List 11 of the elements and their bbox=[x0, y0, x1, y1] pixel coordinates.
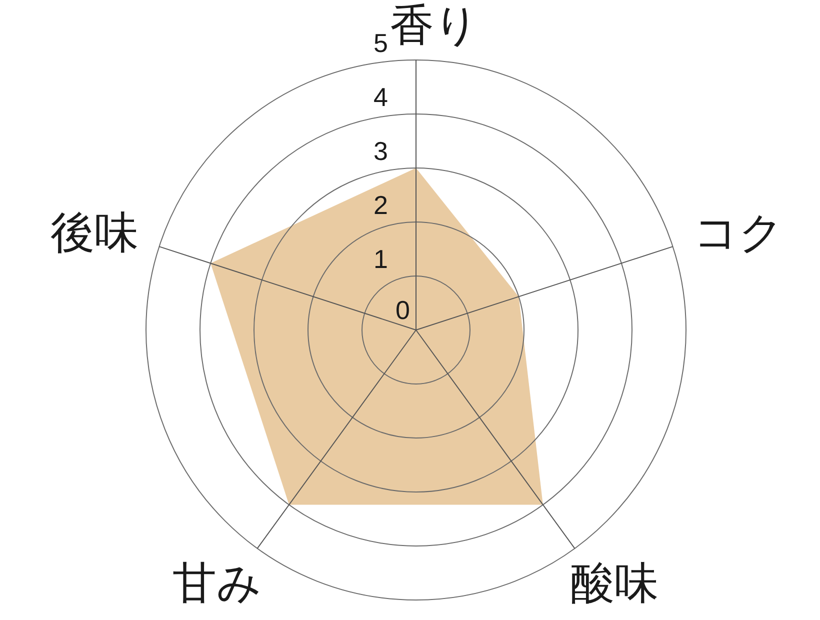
tick-label: 0 bbox=[396, 295, 410, 325]
tick-label: 3 bbox=[374, 136, 388, 166]
category-label: コク bbox=[693, 208, 784, 258]
tick-label: 1 bbox=[374, 244, 388, 274]
tick-label: 2 bbox=[374, 190, 388, 220]
tick-label: 4 bbox=[374, 82, 388, 112]
tick-label: 5 bbox=[374, 28, 388, 58]
category-label: 酸味 bbox=[570, 559, 659, 608]
category-label: 後味 bbox=[50, 208, 139, 258]
category-label: 香り bbox=[390, 1, 479, 50]
category-label: 甘み bbox=[172, 559, 262, 608]
